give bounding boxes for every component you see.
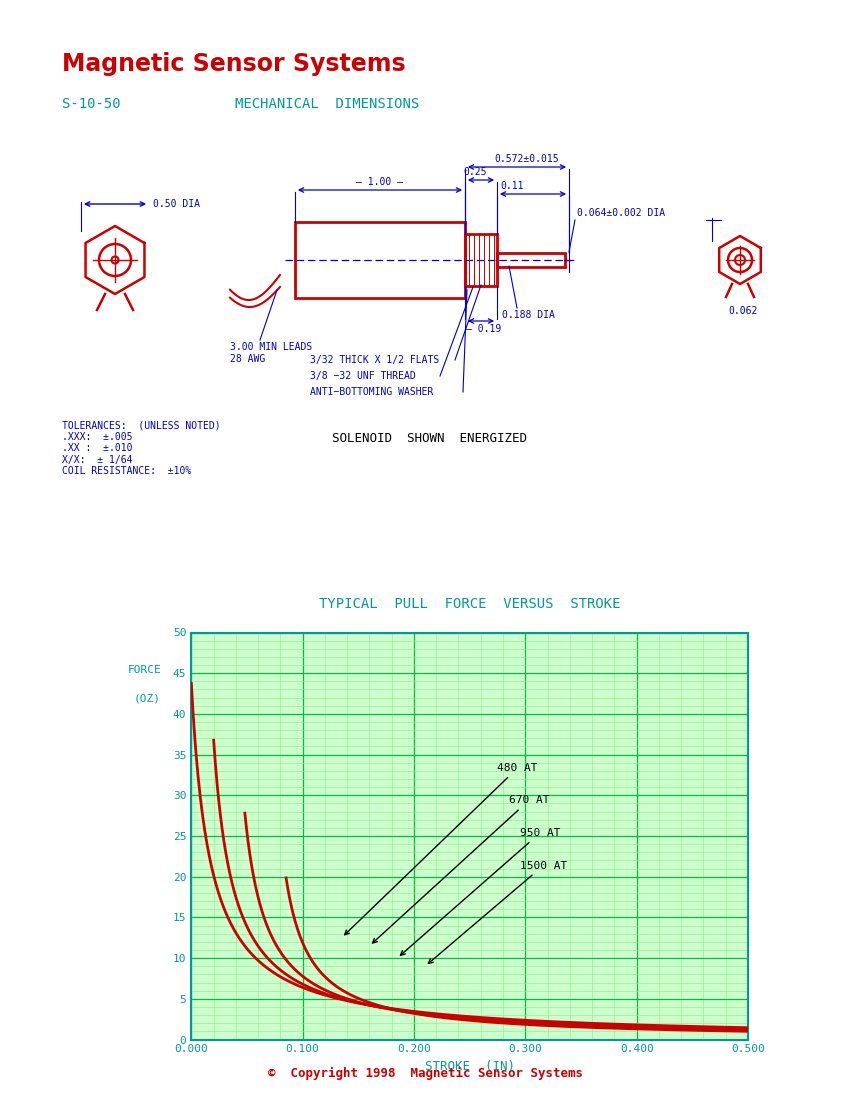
Text: 0.50 DIA: 0.50 DIA <box>153 199 200 209</box>
Text: Magnetic Sensor Systems: Magnetic Sensor Systems <box>62 52 405 76</box>
Text: 480 AT: 480 AT <box>345 763 538 935</box>
Text: 0.572±0.015: 0.572±0.015 <box>495 154 559 164</box>
Text: (OZ): (OZ) <box>133 694 161 704</box>
Text: SOLENOID  SHOWN  ENERGIZED: SOLENOID SHOWN ENERGIZED <box>332 432 528 446</box>
Bar <box>497 253 565 267</box>
Text: 0.11: 0.11 <box>500 182 524 191</box>
Text: FORCE: FORCE <box>128 666 162 675</box>
Text: ©  Copyright 1998  Magnetic Sensor Systems: © Copyright 1998 Magnetic Sensor Systems <box>268 1067 582 1080</box>
Text: 3/32 THICK X 1/2 FLATS: 3/32 THICK X 1/2 FLATS <box>310 355 439 365</box>
Text: 3/8 −32 UNF THREAD: 3/8 −32 UNF THREAD <box>310 371 416 381</box>
Text: TYPICAL  PULL  FORCE  VERSUS  STROKE: TYPICAL PULL FORCE VERSUS STROKE <box>319 596 620 611</box>
Bar <box>465 234 497 286</box>
Text: — 1.00 —: — 1.00 — <box>356 177 404 187</box>
Text: 670 AT: 670 AT <box>372 795 549 943</box>
Text: 1500 AT: 1500 AT <box>428 860 567 964</box>
Text: TOLERANCES:  (UNLESS NOTED)
.XXX:  ±.005
.XX :  ±.010
X/X:  ± 1/64
COIL RESISTAN: TOLERANCES: (UNLESS NOTED) .XXX: ±.005 .… <box>62 420 221 476</box>
Text: 950 AT: 950 AT <box>400 828 560 955</box>
Text: 0.188 DIA: 0.188 DIA <box>502 310 555 320</box>
Text: 0.25: 0.25 <box>463 167 486 177</box>
Text: 0.064±0.002 DIA: 0.064±0.002 DIA <box>577 208 665 218</box>
Text: ANTI−BOTTOMING WASHER: ANTI−BOTTOMING WASHER <box>310 387 434 397</box>
Text: S-10-50: S-10-50 <box>62 97 121 111</box>
Text: 0.062: 0.062 <box>728 306 757 316</box>
Text: — 0.19: — 0.19 <box>466 324 501 334</box>
X-axis label: STROKE  (IN): STROKE (IN) <box>425 1060 514 1072</box>
Text: 3.00 MIN LEADS
28 AWG: 3.00 MIN LEADS 28 AWG <box>230 342 312 364</box>
Bar <box>295 222 465 298</box>
Text: MECHANICAL  DIMENSIONS: MECHANICAL DIMENSIONS <box>235 97 419 111</box>
